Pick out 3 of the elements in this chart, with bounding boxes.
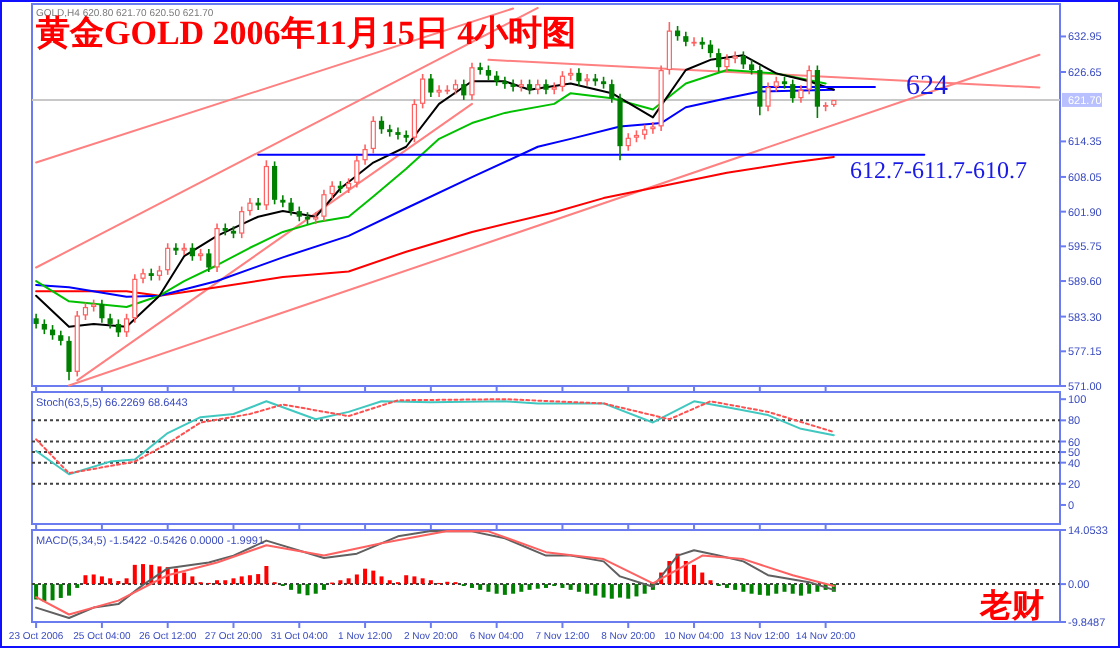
chart-title: 黄金GOLD 2006年11月15日 4小时图 [34, 14, 577, 52]
annotation: 老财 [978, 588, 1044, 624]
annotation: 612.7-611.7-610.7 [850, 156, 1028, 184]
